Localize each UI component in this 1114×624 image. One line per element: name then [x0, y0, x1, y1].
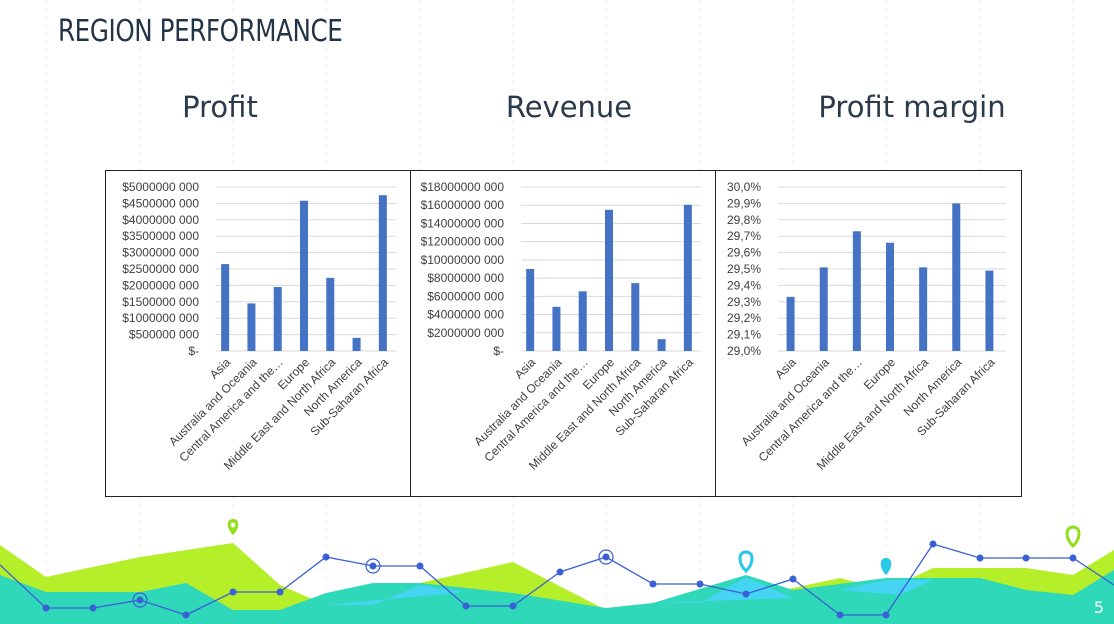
- y-tick-label: $4500000 000: [122, 196, 199, 210]
- bar: [526, 269, 535, 351]
- y-tick-label: 29,6%: [727, 246, 761, 260]
- bar: [919, 267, 928, 351]
- y-tick-label: $10000000 000: [421, 253, 505, 267]
- bar: [657, 339, 666, 351]
- chart-title-revenue: Revenue: [505, 90, 633, 124]
- y-tick-label: 29,0%: [727, 344, 761, 358]
- x-tick-label: Central America and the…: [481, 355, 590, 464]
- revenue-chart: $- $2000000 000 $4000000 000 $6000000 000 $8…: [410, 170, 716, 497]
- y-tick-label: 29,5%: [727, 262, 761, 276]
- bar: [819, 267, 828, 351]
- chart-title-profit-margin: Profit margin: [818, 90, 1006, 124]
- y-tick-label: $3500000 000: [122, 229, 199, 243]
- y-tick-label: $2000000 000: [122, 278, 199, 292]
- bar: [247, 303, 256, 351]
- revenue-chart-svg: $- $2000000 000 $4000000 000 $6000000 000 $8…: [421, 180, 701, 473]
- y-tick-label: $4000000 000: [122, 213, 199, 227]
- profit-margin-chart-svg: 29,0% 29,1% 29,2% 29,3% 29,4% 29,5% 29,6% 29,7%…: [727, 180, 1006, 473]
- profit-chart-svg: $- $500000 000 $1000000 000 $1500000 000 $20…: [122, 180, 396, 473]
- bar: [552, 306, 561, 351]
- chart-title-profit: Profit: [182, 90, 258, 124]
- y-tick-label: $14000000 000: [421, 216, 505, 230]
- y-tick-label: 29,2%: [727, 311, 761, 325]
- decorative-footer-graphic: [0, 519, 1114, 624]
- bar: [352, 337, 361, 351]
- y-tick-label: $16000000 000: [421, 198, 505, 212]
- bar: [326, 277, 335, 351]
- y-tick-label: 29,8%: [727, 213, 761, 227]
- profit-chart: $- $500000 000 $1000000 000 $1500000 000 $20…: [105, 170, 411, 497]
- page-number: 5: [1093, 598, 1104, 617]
- bar: [378, 195, 387, 351]
- y-tick-label: $1500000 000: [122, 295, 199, 309]
- y-tick-label: $2500000 000: [122, 262, 199, 276]
- profit-margin-chart: 29,0% 29,1% 29,2% 29,3% 29,4% 29,5% 29,6% 29,7%…: [715, 170, 1022, 497]
- y-tick-label: $-: [493, 344, 504, 358]
- y-tick-label: $-: [188, 344, 199, 358]
- y-tick-label: 29,7%: [727, 229, 761, 243]
- y-tick-label: $500000 000: [129, 328, 199, 342]
- y-tick-label: 30,0%: [727, 180, 761, 194]
- bar: [886, 242, 894, 351]
- bar: [221, 264, 230, 351]
- bar: [300, 200, 308, 351]
- y-tick-label: $2000000 000: [427, 326, 504, 340]
- bar: [985, 270, 994, 351]
- y-tick-label: $3000000 000: [122, 246, 199, 260]
- bar: [786, 296, 795, 351]
- bar: [631, 283, 640, 351]
- y-tick-label: $6000000 000: [427, 289, 504, 303]
- bar: [952, 203, 961, 351]
- bar: [605, 209, 613, 351]
- bar: [683, 204, 692, 351]
- bar: [852, 231, 861, 351]
- y-tick-label: 29,1%: [727, 328, 761, 342]
- x-tick-label: Central America and the…: [176, 355, 285, 464]
- y-tick-label: $5000000 000: [122, 180, 199, 194]
- slide-title: REGION PERFORMANCE: [58, 14, 343, 49]
- y-tick-label: $12000000 000: [421, 235, 505, 249]
- y-tick-label: $8000000 000: [427, 271, 504, 285]
- bar: [273, 287, 282, 351]
- y-tick-label: $1000000 000: [122, 311, 199, 325]
- x-tick-label: Asia: [772, 355, 799, 382]
- y-tick-label: $18000000 000: [421, 180, 505, 194]
- y-tick-label: $4000000 000: [427, 308, 504, 322]
- bar: [578, 291, 587, 351]
- y-tick-label: 29,9%: [727, 196, 761, 210]
- y-tick-label: 29,3%: [727, 295, 761, 309]
- y-tick-label: 29,4%: [727, 278, 761, 292]
